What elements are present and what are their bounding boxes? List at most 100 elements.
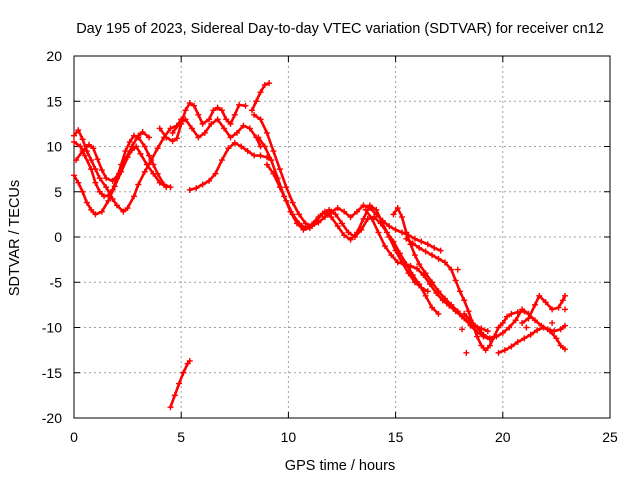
y-tick-label: -15 <box>42 365 62 381</box>
data-point <box>263 161 270 168</box>
data-point <box>124 205 131 212</box>
data-point <box>261 143 268 150</box>
data-point <box>369 215 376 222</box>
data-point <box>394 205 401 212</box>
x-axis-label: GPS time / hours <box>285 458 395 474</box>
data-point <box>182 116 189 123</box>
data-point <box>92 179 99 186</box>
data-point <box>92 211 99 218</box>
data-point <box>146 152 153 159</box>
data-point <box>321 208 328 215</box>
data-point <box>422 292 429 299</box>
series-arc-3 <box>71 143 170 218</box>
data-point <box>227 134 234 141</box>
data-point <box>236 101 243 108</box>
data-point <box>416 261 423 268</box>
data-point <box>195 134 202 141</box>
data-point <box>77 143 84 150</box>
data-point <box>429 279 436 286</box>
data-point <box>257 152 264 159</box>
data-point <box>499 329 506 336</box>
data-point <box>461 297 468 304</box>
data-point <box>79 136 86 143</box>
data-point <box>283 184 290 191</box>
data-point <box>373 206 380 213</box>
data-point <box>98 167 105 174</box>
data-point <box>424 288 431 295</box>
data-point <box>218 157 225 164</box>
data-point <box>75 179 82 186</box>
data-point <box>201 129 208 136</box>
data-point <box>405 270 412 277</box>
data-point <box>244 148 251 155</box>
data-point <box>347 214 354 221</box>
data-point <box>495 324 502 331</box>
data-point <box>103 175 110 182</box>
data-point <box>94 156 101 163</box>
data-point <box>484 328 491 335</box>
data-point <box>233 129 240 136</box>
data-point <box>156 125 163 132</box>
data-point <box>514 338 521 345</box>
data-point <box>182 107 189 114</box>
data-point <box>527 331 534 338</box>
data-point <box>557 342 564 349</box>
data-point <box>96 175 103 182</box>
series-arc-1 <box>71 116 185 215</box>
data-point <box>555 304 562 311</box>
data-point <box>339 220 345 227</box>
data-point <box>251 152 258 159</box>
data-point <box>474 333 481 340</box>
data-point <box>257 116 264 123</box>
data-point <box>431 244 438 251</box>
data-point <box>146 134 153 141</box>
data-point <box>360 215 367 222</box>
data-point <box>302 224 309 231</box>
data-point <box>429 252 436 259</box>
data-point <box>111 183 118 190</box>
data-point <box>218 107 225 114</box>
series-arc-18 <box>167 357 193 411</box>
data-point <box>386 223 393 230</box>
data-point <box>276 184 283 191</box>
data-point <box>270 170 277 177</box>
data-point <box>122 156 129 163</box>
data-point <box>176 120 183 127</box>
series-arc-5 <box>156 100 249 145</box>
data-point <box>79 148 86 155</box>
data-point <box>388 252 395 259</box>
y-tick-label: -10 <box>42 320 62 336</box>
y-tick-label: -5 <box>50 274 63 290</box>
data-point <box>266 80 273 87</box>
data-point <box>531 317 538 324</box>
data-point <box>315 214 322 221</box>
x-tick-label: 10 <box>281 429 297 445</box>
data-point <box>508 310 515 317</box>
data-point <box>221 125 228 132</box>
data-point <box>448 266 455 273</box>
data-point <box>422 270 429 277</box>
data-point <box>561 322 568 329</box>
data-point <box>154 145 161 152</box>
data-point <box>79 188 86 195</box>
data-point <box>549 319 556 326</box>
data-point <box>141 143 148 150</box>
data-point <box>75 127 82 134</box>
data-point <box>81 152 88 159</box>
data-point <box>403 235 410 242</box>
data-point <box>296 211 303 218</box>
data-point <box>540 324 547 331</box>
data-point <box>186 186 193 193</box>
data-point <box>504 313 511 320</box>
data-point <box>519 306 526 313</box>
data-point <box>150 161 157 168</box>
data-point <box>71 132 77 139</box>
data-point <box>173 135 180 142</box>
data-point <box>542 299 549 306</box>
data-point <box>169 129 176 136</box>
series-arc-17 <box>519 292 568 326</box>
data-point <box>435 310 442 317</box>
data-point <box>437 247 444 254</box>
data-point <box>416 244 423 251</box>
data-point <box>246 125 253 132</box>
